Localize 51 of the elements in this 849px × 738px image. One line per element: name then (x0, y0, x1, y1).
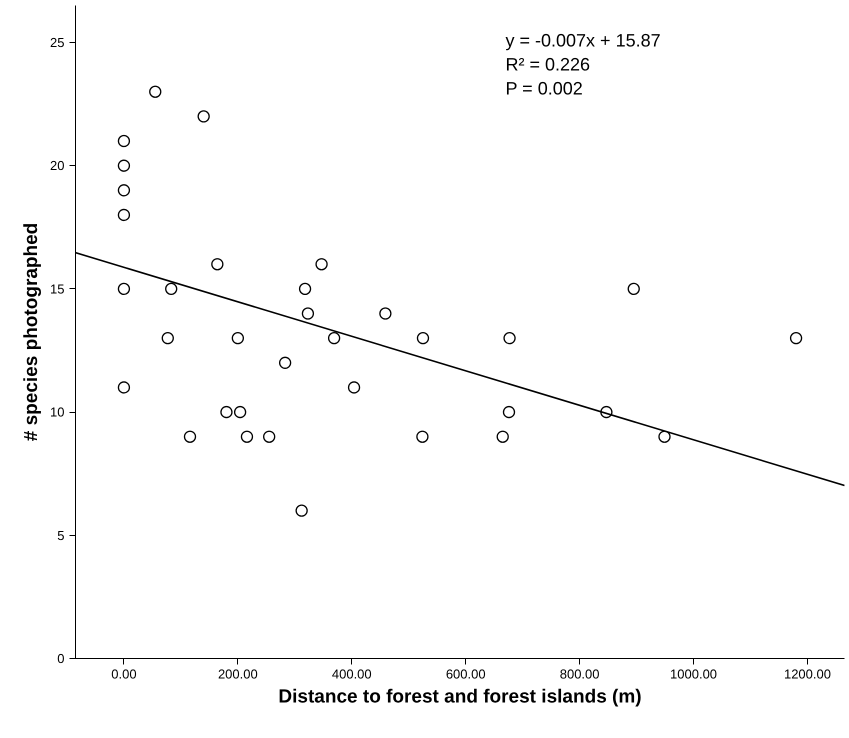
point (118, 208, 130, 222)
x-tick-label: 1200.00 (784, 666, 831, 682)
y-tick-label: 5 (57, 528, 65, 543)
x-tick-label: 200.00 (218, 666, 258, 682)
point (628, 282, 640, 296)
x-axis-title: Distance to forest and forest islands (m) (278, 686, 642, 708)
point (240, 430, 254, 443)
point (302, 307, 314, 320)
point (298, 282, 312, 296)
point (198, 110, 210, 123)
point (502, 406, 516, 418)
point (118, 160, 130, 172)
x-tick-label: 0.00 (111, 666, 137, 682)
point (496, 430, 509, 443)
annotation: R² = 0.226 (506, 54, 590, 74)
point (118, 282, 130, 296)
point (790, 332, 802, 344)
point (162, 332, 174, 344)
y-tick-label: 15 (50, 281, 65, 296)
y-tick-label: 10 (50, 404, 65, 420)
point (295, 504, 308, 517)
point (416, 332, 430, 344)
point (315, 258, 328, 270)
x-tick-label: 800.00 (560, 666, 600, 682)
point (416, 430, 429, 443)
point (184, 430, 196, 443)
annotation: y = -0.007x + 15.87 (506, 30, 661, 50)
point (263, 430, 276, 443)
point (118, 184, 130, 196)
point (348, 381, 360, 394)
y-tick-label: 20 (50, 158, 65, 174)
point (165, 282, 178, 296)
y-axis-title: # species photographed (21, 222, 42, 442)
y-tick-label: 25 (50, 34, 65, 50)
x-tick-label: 400.00 (332, 666, 372, 682)
point (211, 258, 224, 270)
point (503, 332, 516, 344)
x-tick-label: 600.00 (446, 666, 486, 682)
point (328, 332, 340, 344)
point (149, 86, 162, 98)
point (232, 332, 244, 344)
annotation: P = 0.002 (506, 78, 583, 98)
point (278, 356, 292, 369)
x-tick-label: 1000.00 (670, 666, 718, 682)
point (658, 430, 671, 443)
point (118, 381, 130, 394)
point (118, 134, 130, 148)
point (379, 307, 392, 320)
y-tick-label: 0 (57, 651, 65, 666)
point (234, 406, 246, 418)
point (220, 406, 233, 418)
